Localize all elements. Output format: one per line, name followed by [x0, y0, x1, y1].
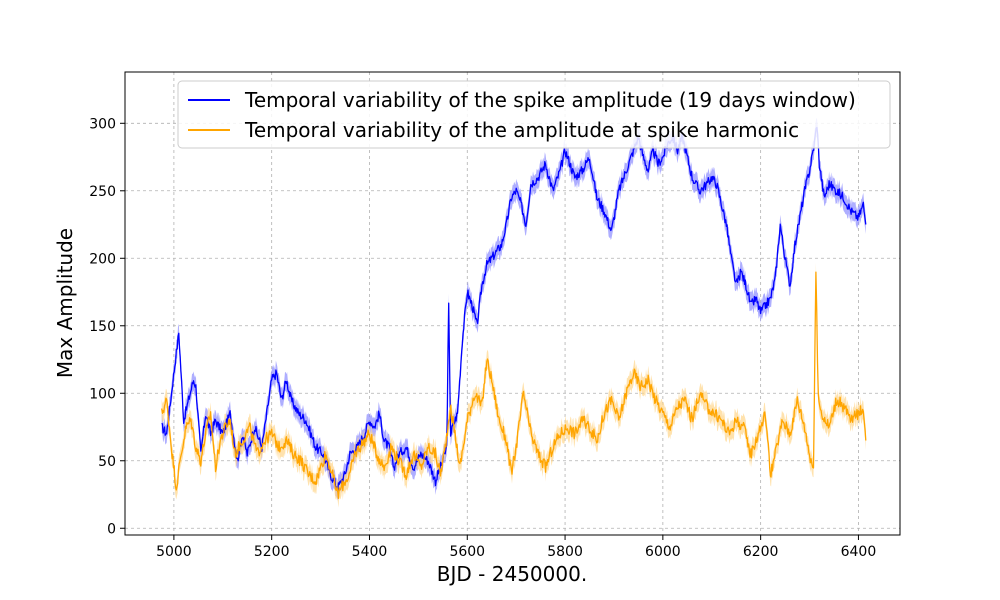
series-lines: [161, 126, 867, 499]
x-axis-ticks: 5000 5200 5400 5600 5800 6000 6200 6400: [156, 535, 876, 560]
legend-label-harmonic: Temporal variability of the amplitude at…: [244, 118, 799, 142]
y-tick-label: 200: [89, 251, 116, 267]
series-line-spike: [161, 126, 867, 493]
x-tick-label: 6000: [645, 544, 681, 560]
x-tick-label: 5800: [547, 544, 583, 560]
y-tick-label: 50: [98, 454, 116, 470]
plot-frame: [124, 71, 901, 536]
legend-box: [177, 80, 891, 149]
x-tick-label: 5400: [352, 544, 388, 560]
y-tick-label: 100: [89, 386, 116, 402]
x-tick-label: 6400: [841, 544, 877, 560]
x-tick-label: 5600: [449, 544, 485, 560]
x-tick-label: 6200: [743, 544, 779, 560]
series-line-harmonic: [161, 271, 867, 499]
x-axis-label: BJD - 2450000.: [437, 562, 587, 586]
x-tick-label: 5000: [156, 544, 192, 560]
y-tick-label: 300: [89, 116, 116, 132]
y-tick-label: 0: [107, 521, 116, 537]
x-tick-label: 5200: [254, 544, 290, 560]
legend: Temporal variability of the spike amplit…: [177, 80, 891, 149]
y-axis-ticks: 0 50 100 150 200 250 300: [89, 116, 125, 537]
y-tick-label: 150: [89, 319, 116, 335]
y-axis-label: Max Amplitude: [53, 228, 77, 378]
y-tick-label: 250: [89, 184, 116, 200]
legend-label-spike: Temporal variability of the spike amplit…: [244, 88, 856, 112]
